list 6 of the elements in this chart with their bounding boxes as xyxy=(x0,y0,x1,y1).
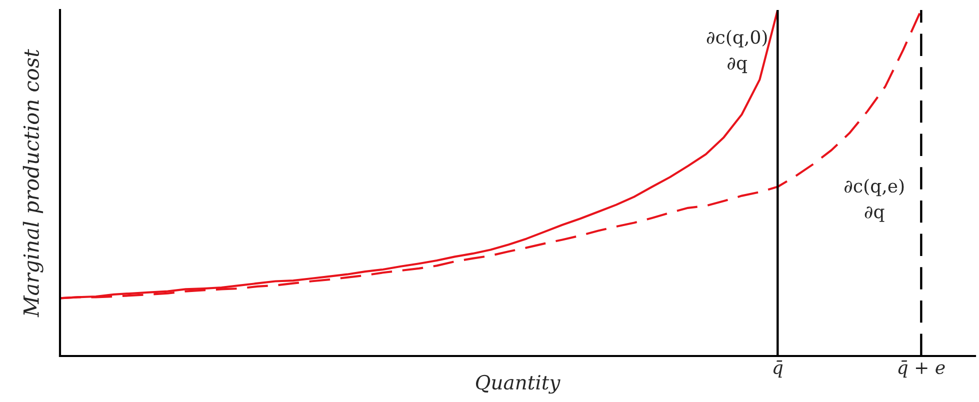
annotation: ∂c(q,0) ∂q xyxy=(706,30,767,74)
annotation: ∂c(q,e) ∂q xyxy=(844,178,904,222)
x-axis-title: Quantity xyxy=(476,374,560,394)
x-tick-label: q̄ xyxy=(773,360,783,378)
x-tick-label: q̄ + e xyxy=(898,360,945,378)
y-axis-title: Marginal production cost xyxy=(22,48,44,318)
